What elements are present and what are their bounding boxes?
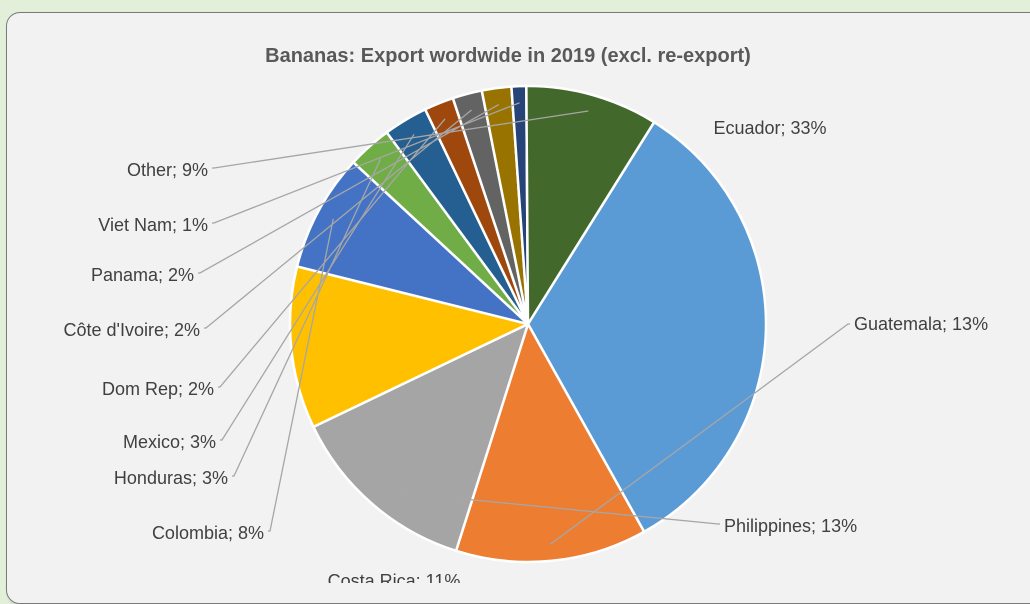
data-label-philippines: Philippines; 13%	[724, 516, 857, 536]
data-label-ecuador: Ecuador; 33%	[713, 118, 826, 138]
leader-line	[204, 109, 472, 329]
data-label-guatemala: Guatemala; 13%	[854, 314, 988, 334]
leader-line	[550, 323, 850, 545]
data-label-honduras: Honduras; 3%	[114, 468, 228, 488]
leader-line	[212, 102, 520, 224]
data-label-dom-rep: Dom Rep; 2%	[102, 379, 214, 399]
data-label-panama: Panama; 2%	[91, 265, 194, 285]
pie-slice-colombia	[295, 161, 530, 326]
leader-line	[212, 110, 589, 169]
leader-line	[198, 104, 500, 274]
chart-title: Bananas: Export wordwide in 2019 (excl. …	[265, 45, 751, 67]
leader-line	[268, 218, 334, 532]
leader-line	[220, 133, 415, 441]
leader-line	[218, 118, 446, 388]
leader-line	[382, 490, 720, 525]
data-label-other: Other; 9%	[127, 160, 208, 180]
pie-chart: Bananas: Export wordwide in 2019 (excl. …	[63, 45, 988, 583]
data-label-mexico: Mexico; 3%	[123, 432, 216, 452]
pie-slice-philippines	[312, 322, 530, 553]
data-label-c-te-d-ivoire: Côte d'Ivoire; 2%	[63, 320, 200, 340]
data-label-colombia: Colombia; 8%	[152, 523, 264, 543]
data-label-costa-rica: Costa Rica; 11%	[328, 571, 461, 583]
pie-slice-costa-rica	[288, 265, 530, 429]
pie-slice-other	[525, 84, 656, 326]
data-label-viet-nam: Viet Nam; 1%	[98, 215, 208, 235]
